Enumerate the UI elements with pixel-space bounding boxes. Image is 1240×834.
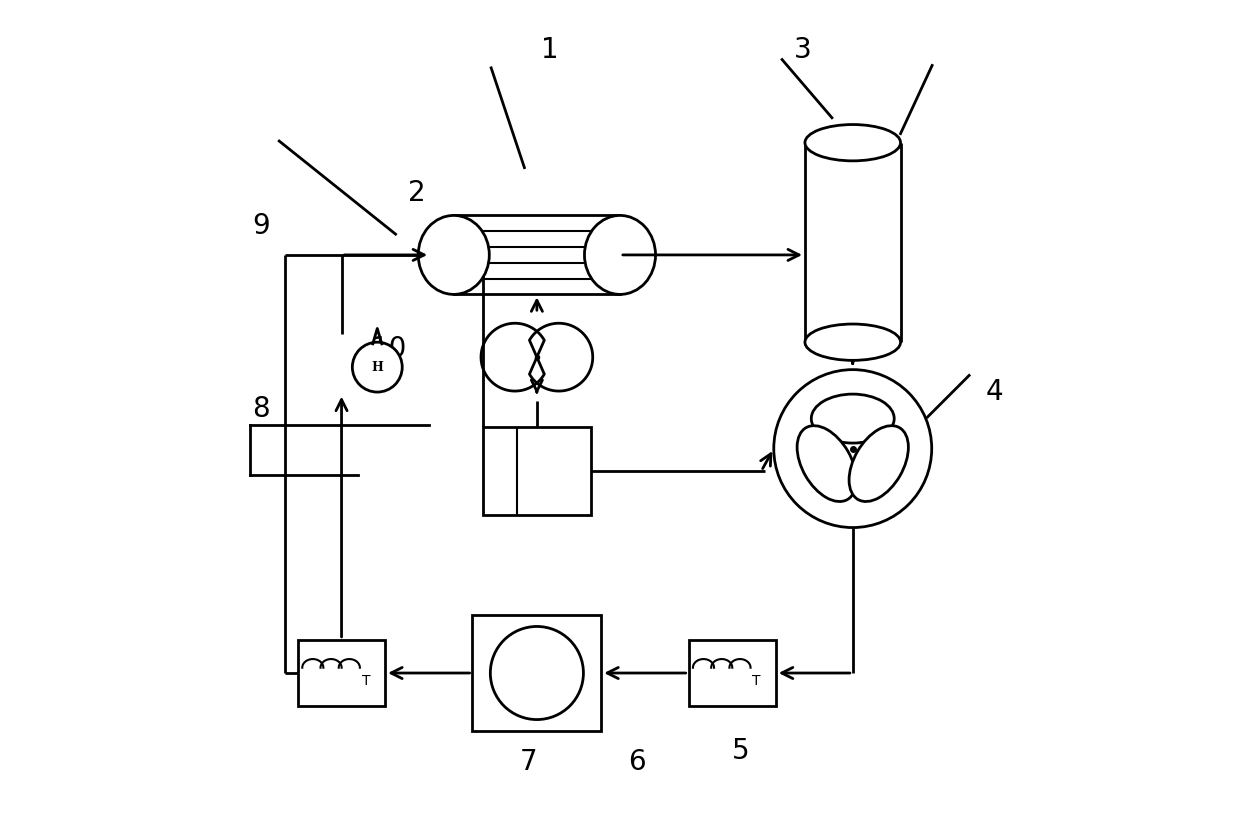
Circle shape bbox=[490, 626, 584, 720]
Text: 10: 10 bbox=[371, 334, 407, 363]
Ellipse shape bbox=[805, 124, 900, 161]
Ellipse shape bbox=[811, 394, 894, 443]
Text: H: H bbox=[371, 360, 383, 374]
Bar bbox=[688, 640, 776, 706]
Text: 8: 8 bbox=[252, 394, 270, 423]
Bar bbox=[454, 215, 620, 294]
Circle shape bbox=[774, 369, 931, 528]
Ellipse shape bbox=[418, 215, 490, 294]
Text: 7: 7 bbox=[520, 748, 537, 776]
Ellipse shape bbox=[805, 324, 900, 360]
Text: T: T bbox=[362, 674, 371, 688]
Text: 1: 1 bbox=[541, 36, 558, 63]
Bar bbox=[472, 615, 601, 731]
Ellipse shape bbox=[849, 425, 909, 501]
Circle shape bbox=[352, 342, 402, 392]
Text: 4: 4 bbox=[986, 378, 1003, 406]
Text: 3: 3 bbox=[794, 36, 812, 63]
Text: 2: 2 bbox=[408, 178, 425, 207]
Text: 9: 9 bbox=[252, 212, 270, 240]
Bar bbox=[482, 427, 591, 515]
Text: 6: 6 bbox=[627, 748, 646, 776]
Text: 5: 5 bbox=[732, 737, 749, 765]
Bar bbox=[298, 640, 386, 706]
Ellipse shape bbox=[584, 215, 656, 294]
Text: T: T bbox=[753, 674, 761, 688]
Ellipse shape bbox=[797, 425, 857, 501]
